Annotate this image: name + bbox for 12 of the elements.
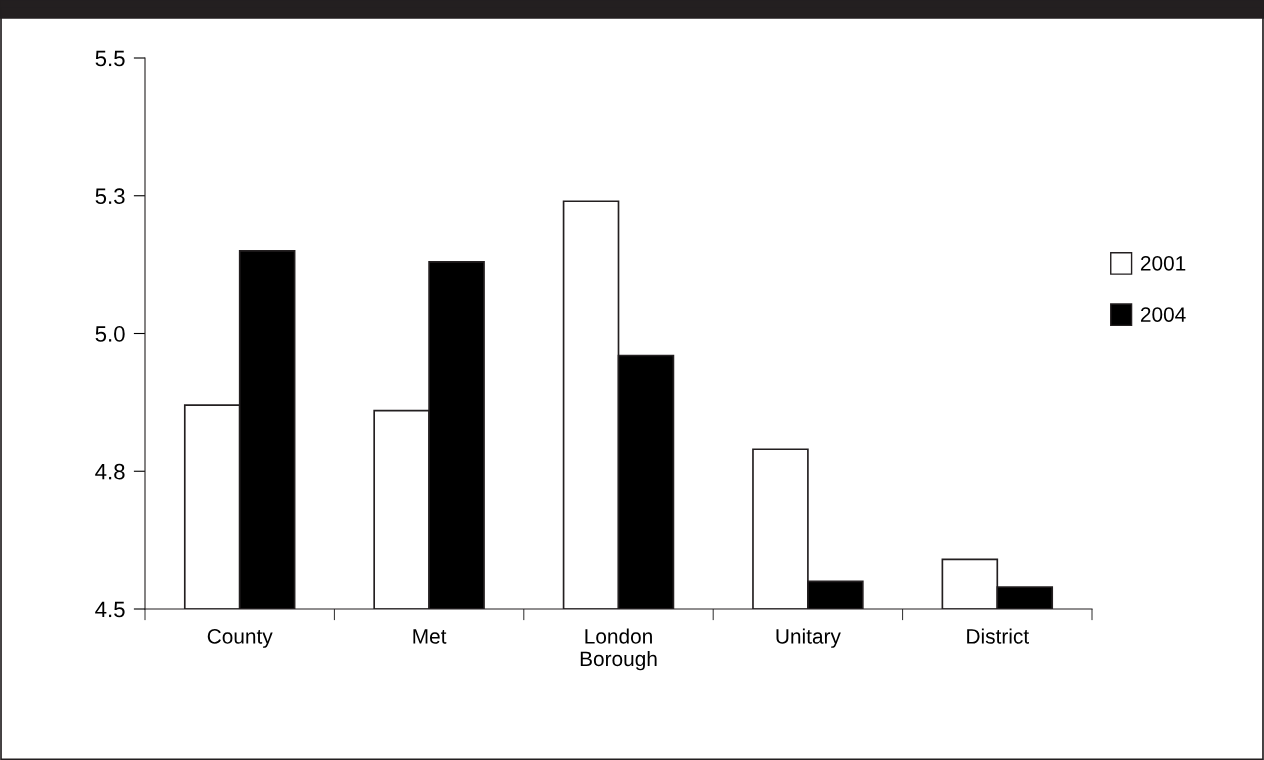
x-tick-label: County [207,628,273,648]
legend-label: 2004 [1140,307,1186,322]
x-tick-label: London Borough [580,628,657,671]
y-tick-label: 4.5 [95,601,125,618]
y-tick-label: 5.5 [95,50,125,67]
y-tick-label: 4.8 [95,463,125,480]
x-tick-label: Met [413,629,447,644]
x-tick-label: Unitary [776,628,841,648]
legend-label: 2001 [1140,255,1186,271]
y-tick-label: 5.0 [95,326,125,342]
y-tick-label: 5.3 [95,188,125,205]
x-tick-label: District [967,628,1029,644]
